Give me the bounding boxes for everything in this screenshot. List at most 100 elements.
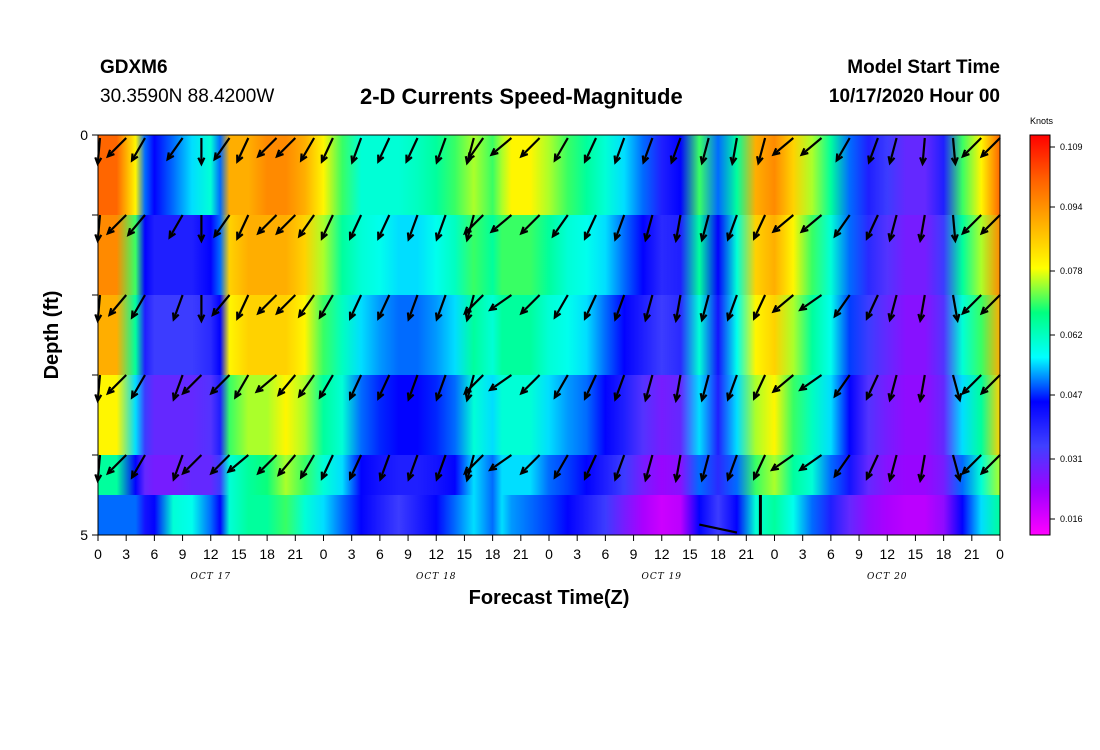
current-vector — [583, 374, 597, 401]
current-vector — [961, 294, 982, 316]
current-vector — [865, 454, 879, 481]
current-vector — [168, 214, 184, 240]
day-label: OCT 17 — [190, 572, 231, 582]
current-vector — [951, 374, 963, 403]
current-vector — [699, 137, 710, 166]
current-vector — [771, 374, 795, 394]
current-vector — [643, 294, 654, 323]
current-vector — [865, 294, 879, 321]
y-tick-label: 5 — [80, 527, 88, 543]
x-tick-label: 12 — [654, 546, 670, 562]
current-vector — [771, 294, 795, 314]
current-vector — [726, 214, 738, 242]
current-vector — [613, 137, 626, 165]
station-id: GDXM6 — [100, 57, 168, 78]
heat-band-1 — [98, 215, 1000, 295]
current-vector — [519, 374, 541, 396]
current-vector — [752, 294, 767, 321]
current-vector — [726, 374, 738, 402]
current-vector — [197, 295, 206, 324]
current-vector — [488, 454, 513, 472]
x-tick-label: 3 — [122, 546, 130, 562]
current-vector — [699, 294, 710, 323]
model-start-time: 10/17/2020 Hour 00 — [828, 86, 1000, 107]
x-tick-label: 21 — [739, 546, 755, 562]
current-vector — [643, 214, 654, 243]
current-vector — [130, 374, 146, 400]
current-vector — [673, 294, 682, 324]
y-axis-label: Depth (ft) — [41, 291, 63, 380]
colorbar-ramp — [1029, 134, 1051, 536]
current-vector — [917, 454, 926, 484]
current-vector — [130, 137, 146, 163]
current-vector — [583, 454, 597, 481]
current-vector — [641, 137, 654, 165]
colorbar-tick-label: 0.062 — [1060, 330, 1083, 340]
current-vector — [256, 294, 278, 316]
current-vector — [378, 454, 391, 482]
current-vector — [979, 137, 1001, 159]
current-vector — [961, 374, 982, 396]
current-vector — [669, 137, 682, 165]
x-tick-label: 18 — [485, 546, 501, 562]
current-vector — [833, 294, 851, 319]
current-vector — [106, 137, 127, 159]
current-vector — [406, 214, 419, 242]
current-vector — [726, 454, 738, 482]
current-vector — [752, 454, 767, 481]
current-vector — [488, 374, 513, 392]
current-vector — [798, 374, 823, 392]
current-vector — [887, 374, 898, 403]
current-vector — [833, 454, 851, 479]
current-vector — [254, 374, 278, 394]
heat-band-0 — [98, 135, 1000, 215]
current-vector — [107, 294, 128, 317]
x-tick-label: 6 — [827, 546, 835, 562]
x-tick-label: 18 — [259, 546, 275, 562]
current-vector — [553, 454, 569, 480]
x-tick-label: 12 — [879, 546, 895, 562]
x-tick-label: 9 — [179, 546, 187, 562]
day-label: OCT 19 — [641, 572, 682, 582]
current-vector — [348, 214, 363, 241]
current-vector — [236, 137, 250, 164]
current-vector — [756, 137, 767, 166]
x-tick-label: 15 — [908, 546, 924, 562]
current-vector — [961, 454, 982, 476]
current-vector — [406, 454, 419, 482]
current-vector — [275, 214, 297, 236]
current-vector — [699, 454, 710, 483]
chart-title: 2-D Currents Speed-Magnitude — [360, 84, 683, 109]
x-tick-label: 9 — [630, 546, 638, 562]
current-vector — [887, 454, 898, 483]
x-tick-label: 15 — [457, 546, 473, 562]
current-vector — [350, 137, 363, 165]
heat-band-2 — [98, 295, 1000, 375]
current-vector — [613, 294, 626, 322]
current-vector — [318, 294, 334, 320]
current-vector — [583, 214, 597, 241]
current-vector — [519, 214, 541, 236]
current-vector — [276, 374, 297, 397]
current-vector — [553, 294, 569, 320]
current-vector — [377, 214, 391, 241]
x-tick-label: 0 — [771, 546, 779, 562]
colorbar-tick-label: 0.031 — [1060, 454, 1083, 464]
y-tick-label: 0 — [80, 127, 88, 143]
x-tick-label: 15 — [231, 546, 247, 562]
current-vector — [673, 214, 682, 244]
current-vector — [950, 137, 959, 167]
current-vector — [406, 374, 419, 402]
current-vector — [613, 214, 626, 242]
current-vector — [752, 374, 767, 401]
current-vector — [256, 214, 278, 236]
current-vector — [519, 454, 541, 476]
x-tick-label: 18 — [936, 546, 952, 562]
current-vector — [234, 374, 250, 400]
current-vector — [256, 454, 278, 476]
current-vector — [405, 137, 419, 164]
current-vector — [106, 454, 127, 476]
current-vector — [519, 294, 541, 316]
current-vector — [865, 374, 879, 401]
current-vector — [236, 214, 250, 241]
